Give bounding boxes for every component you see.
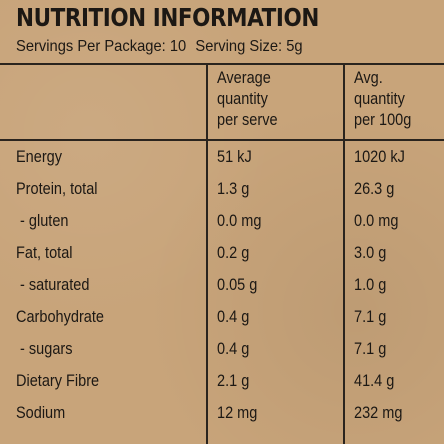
panel-title: NUTRITION INFORMATION bbox=[16, 3, 319, 32]
nutrient-name: Energy bbox=[16, 148, 63, 166]
per-serve-value: 1.3 g bbox=[217, 180, 250, 198]
table-row: - gluten 0.0 mg 0.0 mg bbox=[0, 205, 444, 237]
table-row: Energy 51 kJ 1020 kJ bbox=[0, 141, 444, 173]
per-serve-value: 0.05 g bbox=[217, 276, 258, 294]
per-serve-value: 0.4 g bbox=[217, 340, 250, 358]
per-serve-value: 0.4 g bbox=[217, 308, 250, 326]
table-row: Dietary Fibre 2.1 g 41.4 g bbox=[0, 365, 444, 397]
column-header-per-serve: Average quantity per serve bbox=[217, 69, 278, 129]
per-100g-value: 0.0 mg bbox=[354, 212, 399, 230]
table-row: - saturated 0.05 g 1.0 g bbox=[0, 269, 444, 301]
per-100g-value: 7.1 g bbox=[354, 308, 387, 326]
per-100g-value: 1020 kJ bbox=[354, 148, 405, 166]
table-row: Sodium 12 mg 232 mg bbox=[0, 397, 444, 429]
table-row: Carbohydrate 0.4 g 7.1 g bbox=[0, 301, 444, 333]
column-header-per-100g: Avg. quantity per 100g bbox=[354, 69, 412, 129]
per-100g-value: 26.3 g bbox=[354, 180, 395, 198]
serving-size: Serving Size: 5g bbox=[195, 38, 303, 55]
nutrient-name: Protein, total bbox=[16, 180, 98, 198]
per-100g-value: 1.0 g bbox=[354, 276, 387, 294]
column-divider-1 bbox=[206, 63, 208, 444]
nutrient-name: Dietary Fibre bbox=[16, 372, 100, 390]
per-100g-value: 7.1 g bbox=[354, 340, 387, 358]
table-row: - sugars 0.4 g 7.1 g bbox=[0, 333, 444, 365]
table-top-border bbox=[0, 63, 444, 65]
servings-line: Servings Per Package: 10 Serving Size: 5g bbox=[16, 37, 303, 57]
per-100g-value: 3.0 g bbox=[354, 244, 387, 262]
table-row: Protein, total 1.3 g 26.3 g bbox=[0, 173, 444, 205]
per-100g-value: 232 mg bbox=[354, 404, 403, 422]
column-divider-2 bbox=[343, 63, 345, 444]
nutrient-name: - gluten bbox=[16, 212, 69, 230]
servings-per-package: Servings Per Package: 10 bbox=[16, 38, 187, 55]
table-row: Fat, total 0.2 g 3.0 g bbox=[0, 237, 444, 269]
per-serve-value: 0.0 mg bbox=[217, 212, 262, 230]
header-divider bbox=[0, 139, 444, 141]
per-serve-value: 2.1 g bbox=[217, 372, 250, 390]
nutrient-name: Fat, total bbox=[16, 244, 73, 262]
nutrient-name: - sugars bbox=[16, 340, 73, 358]
per-serve-value: 51 kJ bbox=[217, 148, 252, 166]
nutrient-name: Sodium bbox=[16, 404, 66, 422]
per-100g-value: 41.4 g bbox=[354, 372, 395, 390]
per-serve-value: 0.2 g bbox=[217, 244, 250, 262]
nutrient-name: Carbohydrate bbox=[16, 308, 104, 326]
nutrient-name: - saturated bbox=[16, 276, 90, 294]
per-serve-value: 12 mg bbox=[217, 404, 258, 422]
